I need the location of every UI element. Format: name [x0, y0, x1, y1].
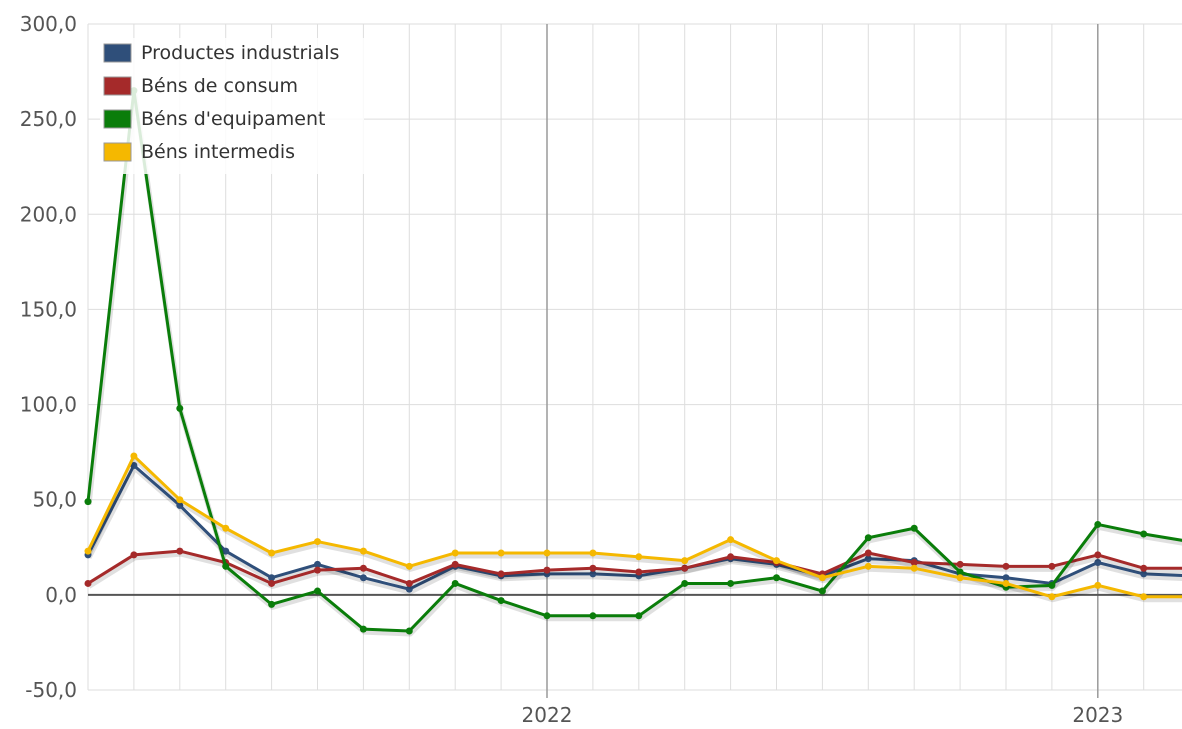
data-point[interactable] [819, 574, 826, 581]
y-tick-label: -50,0 [25, 678, 77, 702]
legend-swatch [104, 44, 131, 62]
data-point[interactable] [1094, 551, 1101, 558]
data-point[interactable] [498, 549, 505, 556]
data-point[interactable] [176, 496, 183, 503]
data-point[interactable] [314, 567, 321, 574]
data-point[interactable] [268, 549, 275, 556]
data-point[interactable] [911, 565, 918, 572]
data-point[interactable] [498, 597, 505, 604]
data-point[interactable] [452, 549, 459, 556]
data-point[interactable] [360, 574, 367, 581]
data-point[interactable] [1140, 593, 1147, 600]
data-point[interactable] [727, 553, 734, 560]
legend-swatch [104, 77, 131, 95]
y-tick-label: 50,0 [32, 488, 77, 512]
y-tick-label: 0,0 [45, 583, 77, 607]
legend-label: Productes industrials [141, 42, 339, 64]
data-point[interactable] [865, 534, 872, 541]
data-point[interactable] [1094, 582, 1101, 589]
data-point[interactable] [1140, 565, 1147, 572]
data-point[interactable] [85, 498, 92, 505]
data-point[interactable] [819, 588, 826, 595]
data-point[interactable] [360, 565, 367, 572]
data-point[interactable] [773, 557, 780, 564]
y-axis: -50,0 0,0 50,0 100,0 150,0 200,0 250,0 300,0 [20, 12, 77, 702]
data-point[interactable] [268, 601, 275, 608]
legend-label: Béns de consum [141, 75, 298, 97]
data-point[interactable] [544, 612, 551, 619]
x-axis: 2022 2023 [522, 703, 1124, 725]
data-point[interactable] [589, 612, 596, 619]
data-point[interactable] [130, 551, 137, 558]
data-point[interactable] [1003, 580, 1010, 587]
legend-swatch [104, 110, 131, 128]
data-point[interactable] [727, 536, 734, 543]
data-point[interactable] [406, 563, 413, 570]
data-point[interactable] [635, 612, 642, 619]
y-tick-label: 250,0 [20, 107, 77, 131]
data-point[interactable] [911, 525, 918, 532]
data-point[interactable] [314, 588, 321, 595]
data-point[interactable] [452, 580, 459, 587]
data-point[interactable] [452, 561, 459, 568]
data-point[interactable] [957, 561, 964, 568]
data-point[interactable] [85, 580, 92, 587]
data-point[interactable] [314, 538, 321, 545]
data-point[interactable] [176, 548, 183, 555]
data-point[interactable] [222, 563, 229, 570]
data-point[interactable] [1094, 521, 1101, 528]
legend-label: Béns intermedis [141, 141, 295, 163]
data-point[interactable] [360, 548, 367, 555]
legend[interactable]: Productes industrials Béns de consum Béns … [100, 38, 364, 174]
data-point[interactable] [635, 569, 642, 576]
series-line-shadow [89, 94, 1182, 634]
data-point[interactable] [589, 549, 596, 556]
data-point[interactable] [498, 570, 505, 577]
data-point[interactable] [957, 574, 964, 581]
x-tick-label: 2023 [1072, 703, 1123, 725]
data-point[interactable] [406, 628, 413, 635]
data-point[interactable] [589, 565, 596, 572]
data-point[interactable] [268, 580, 275, 587]
data-point[interactable] [727, 580, 734, 587]
data-point[interactable] [865, 563, 872, 570]
data-point[interactable] [544, 549, 551, 556]
data-point[interactable] [865, 549, 872, 556]
data-point[interactable] [544, 567, 551, 574]
data-point[interactable] [681, 580, 688, 587]
data-point[interactable] [176, 405, 183, 412]
data-point[interactable] [635, 553, 642, 560]
data-point[interactable] [222, 525, 229, 532]
y-tick-label: 150,0 [20, 297, 77, 321]
data-point[interactable] [1003, 563, 1010, 570]
y-tick-label: 200,0 [20, 202, 77, 226]
data-point[interactable] [1048, 563, 1055, 570]
data-point[interactable] [681, 557, 688, 564]
x-tick-label: 2022 [522, 703, 573, 725]
y-tick-label: 300,0 [20, 12, 77, 36]
data-point[interactable] [360, 626, 367, 633]
y-tick-label: 100,0 [20, 393, 77, 417]
data-point[interactable] [1048, 593, 1055, 600]
data-point[interactable] [773, 574, 780, 581]
data-point[interactable] [85, 548, 92, 555]
data-point[interactable] [1140, 530, 1147, 537]
data-point[interactable] [406, 580, 413, 587]
legend-label: Béns d'equipament [141, 108, 325, 130]
data-point[interactable] [130, 452, 137, 459]
data-point[interactable] [1048, 582, 1055, 589]
legend-swatch [104, 143, 131, 161]
